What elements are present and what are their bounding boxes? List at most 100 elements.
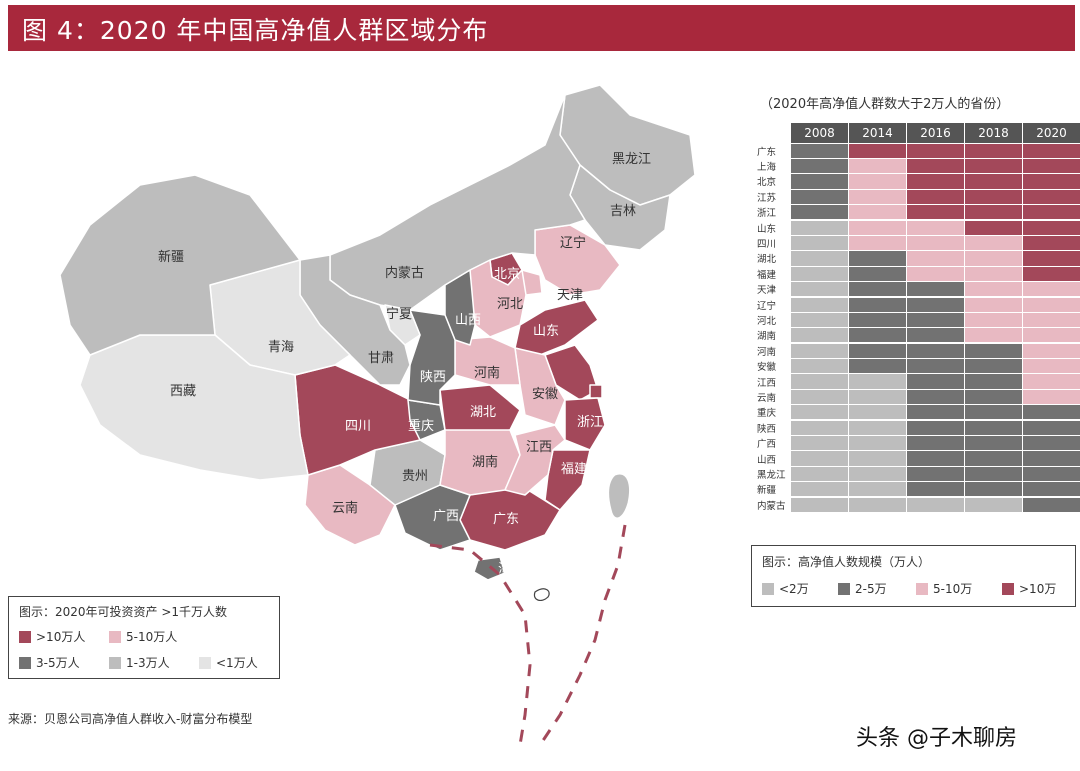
grid-row: 浙江 bbox=[757, 205, 1080, 220]
province-label-吉林: 吉林 bbox=[610, 204, 636, 219]
grid-cell bbox=[1023, 374, 1080, 389]
grid-row: 内蒙古 bbox=[757, 497, 1080, 512]
grid-row: 湖北 bbox=[757, 251, 1080, 266]
grid-cell bbox=[965, 420, 1022, 435]
author-handle: 头条 @子木聊房 bbox=[856, 726, 1017, 751]
grid-cell bbox=[907, 297, 964, 312]
grid-cell bbox=[791, 497, 848, 512]
grid-row: 黑龙江 bbox=[757, 466, 1080, 481]
grid-cell bbox=[907, 343, 964, 358]
province-label-湖南: 湖南 bbox=[472, 454, 498, 470]
grid-cell bbox=[965, 405, 1022, 420]
grid-row: 云南 bbox=[757, 389, 1080, 405]
province-year-grid: 2008 2014 2016 2018 2020 广东 上海 北京 江苏 浙江 山东 四川 湖北 福建天… bbox=[757, 123, 1080, 512]
province-label-黑龙江: 黑龙江 bbox=[612, 152, 651, 167]
province-湖南 bbox=[439, 429, 521, 496]
grid-cell bbox=[1023, 389, 1080, 405]
grid-row-label: 内蒙古 bbox=[757, 500, 786, 512]
legend-swatch-lt1 bbox=[199, 656, 211, 669]
grid-cell bbox=[849, 420, 906, 435]
grid-cell bbox=[907, 328, 964, 343]
grid-cell bbox=[849, 343, 906, 358]
province-云南 bbox=[304, 464, 396, 546]
legend-swatch-3-5 bbox=[19, 656, 31, 669]
legend-item-gt10: >10万人 bbox=[19, 628, 85, 645]
province-label-安徽: 安徽 bbox=[532, 387, 558, 402]
grid-cell bbox=[907, 312, 964, 328]
grid-row-label: 山东 bbox=[757, 223, 777, 235]
grid-legend-item-lt2: <2万 bbox=[762, 580, 809, 597]
grid-cell bbox=[791, 282, 848, 297]
grid-cell bbox=[965, 174, 1022, 189]
grid-cell bbox=[791, 251, 848, 266]
grid-row: 广东 bbox=[757, 143, 1080, 158]
grid-header: 2008 2014 2016 2018 2020 bbox=[791, 123, 1080, 143]
province-label-甘肃: 甘肃 bbox=[368, 351, 394, 366]
grid-cell bbox=[849, 312, 906, 328]
grid-cell bbox=[1023, 436, 1080, 451]
grid-legend-label-5-10: 5-10万 bbox=[933, 582, 973, 596]
grid-cell bbox=[965, 282, 1022, 297]
grid-cell bbox=[1023, 205, 1080, 220]
grid-row-label: 山西 bbox=[757, 454, 777, 466]
grid-cell bbox=[1023, 143, 1080, 158]
grid-row: 辽宁 bbox=[757, 297, 1080, 312]
grid-row-label: 江西 bbox=[757, 377, 777, 389]
grid-cell bbox=[1023, 497, 1080, 512]
grid-cell bbox=[1023, 251, 1080, 266]
province-label-山东: 山东 bbox=[533, 324, 559, 339]
grid-row-label: 四川 bbox=[757, 239, 777, 251]
grid-row: 重庆 bbox=[757, 405, 1080, 420]
grid-cell bbox=[791, 189, 848, 204]
province-辽宁 bbox=[534, 224, 621, 296]
grid-row: 福建 bbox=[757, 266, 1080, 281]
grid-cell bbox=[849, 189, 906, 204]
grid-row: 湖南 bbox=[757, 328, 1080, 343]
legend-label-5-10: 5-10万人 bbox=[126, 630, 178, 644]
grid-cell bbox=[907, 282, 964, 297]
grid-cell bbox=[791, 312, 848, 328]
province-label-山西: 山西 bbox=[455, 313, 481, 328]
taiwan-island bbox=[608, 473, 630, 519]
grid-cell bbox=[907, 174, 964, 189]
grid-cell bbox=[965, 297, 1022, 312]
province-label-四川: 四川 bbox=[345, 419, 371, 434]
grid-cell bbox=[965, 205, 1022, 220]
grid-row-label: 江苏 bbox=[757, 192, 777, 204]
legend-swatch-1-3 bbox=[109, 656, 121, 669]
grid-cell bbox=[849, 143, 906, 158]
province-label-陕西: 陕西 bbox=[420, 370, 446, 385]
grid-legend-label-2-5: 2-5万 bbox=[855, 582, 887, 596]
grid-cell bbox=[849, 374, 906, 389]
grid-row-label: 天津 bbox=[757, 285, 777, 297]
grid-cell bbox=[907, 451, 964, 466]
grid-cell bbox=[849, 251, 906, 266]
grid-legend-item-2-5: 2-5万 bbox=[838, 580, 887, 597]
grid-row: 安徽 bbox=[757, 358, 1080, 374]
grid-cell bbox=[849, 389, 906, 405]
grid-cell bbox=[791, 359, 848, 374]
grid-cell bbox=[1023, 343, 1080, 358]
legend-item-5-10: 5-10万人 bbox=[109, 628, 177, 645]
grid-cell bbox=[965, 451, 1022, 466]
grid-legend-swatch-lt2 bbox=[762, 582, 774, 595]
grid-year-2014: 2014 bbox=[849, 123, 906, 143]
grid-cell bbox=[965, 497, 1022, 512]
province-label-青海: 青海 bbox=[268, 340, 294, 355]
grid-cell bbox=[907, 420, 964, 435]
grid-cell bbox=[849, 328, 906, 343]
grid-cell bbox=[849, 482, 906, 497]
grid-cell bbox=[791, 374, 848, 389]
grid-cell bbox=[791, 220, 848, 235]
grid-cell bbox=[791, 158, 848, 174]
grid-row: 四川 bbox=[757, 235, 1080, 251]
province-label-内蒙古: 内蒙古 bbox=[385, 265, 424, 281]
grid-row-label: 辽宁 bbox=[757, 300, 777, 312]
grid-row: 江西 bbox=[757, 374, 1080, 389]
legend-item-lt1: <1万人 bbox=[199, 654, 258, 671]
grid-row-label: 福建 bbox=[757, 269, 777, 281]
grid-cell bbox=[791, 235, 848, 251]
grid-row-label: 河南 bbox=[757, 346, 777, 358]
grid-cell bbox=[907, 205, 964, 220]
grid-cell bbox=[1023, 158, 1080, 174]
